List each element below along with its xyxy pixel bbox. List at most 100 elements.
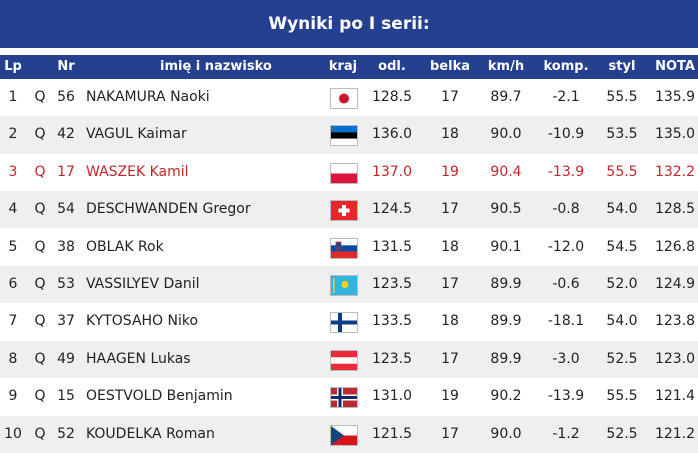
table-cell: -18.1	[547, 313, 585, 330]
table-cell: 137.0	[371, 163, 413, 180]
table-cell: 121.5	[371, 425, 413, 442]
table-cell: 123.0	[654, 350, 696, 367]
table-cell: 121.4	[654, 388, 696, 405]
table-cell: -12.0	[547, 238, 585, 255]
table-cell: Q	[34, 276, 46, 292]
table-cell: 2	[8, 126, 18, 143]
header-cell: komp.	[543, 59, 589, 74]
flag-icon	[331, 126, 357, 146]
athlete-name: NAKAMURA Naoki	[86, 89, 210, 105]
athlete-name: VASSILYEV Danil	[86, 276, 200, 292]
header-cell: odl.	[378, 59, 406, 74]
table-cell: 90.5	[490, 201, 522, 218]
flag-icon	[331, 313, 357, 333]
table-cell: 7	[8, 313, 18, 330]
athlete-name: DESCHWANDEN Gregor	[86, 201, 251, 218]
athlete-name: KYTOSAHO Niko	[86, 313, 199, 330]
table-cell: 53	[57, 276, 75, 292]
country-flag	[330, 125, 358, 147]
table-cell: 53.5	[606, 126, 638, 143]
table-cell: Q	[34, 238, 46, 255]
table-cell: 19	[441, 388, 459, 405]
flag-icon	[331, 276, 357, 295]
table-row: 10 Q 52 KOUDELKA Roman 121.5 17 90.0 -1.2 52.5 12…	[0, 415, 698, 453]
table-row: 1 Q 56 NAKAMURA Naoki 128.5 17 89.7 -2.1 55.5 135…	[0, 79, 698, 117]
table-row: 3 Q 17 WASZEK Kamil 137.0 19 90.4 -13.9 55.5 132.…	[0, 153, 698, 192]
table-cell: 131.5	[371, 238, 413, 255]
table-cell: 89.9	[490, 276, 522, 292]
table-cell: 1	[8, 89, 18, 105]
table-cell: 10	[4, 425, 22, 442]
table-cell: 124.5	[371, 201, 413, 218]
table-cell: 90.0	[490, 126, 522, 143]
table-cell: -10.9	[547, 126, 585, 143]
country-flag	[330, 88, 358, 109]
table-cell: 42	[57, 126, 75, 143]
table-cell: Q	[34, 388, 46, 405]
table-cell: 17	[57, 163, 75, 180]
table-cell: 17	[441, 89, 459, 105]
table-cell: 18	[441, 313, 459, 330]
table-row: 5 Q 38 OBLAK Rok 131.5 18 90.1 -12.0 54.5 126.8	[0, 228, 698, 266]
table-row: 8 Q 49 HAAGEN Lukas 123.5 17 89.9 -3.0 52.5 123.0	[0, 340, 698, 379]
header-cell: imię i nazwisko	[160, 59, 272, 74]
table-cell: 90.0	[490, 425, 522, 442]
athlete-name: HAAGEN Lukas	[86, 350, 191, 367]
table-row: 7 Q 37 KYTOSAHO Niko 133.5 18 89.9 -18.1 54.0 123…	[0, 303, 698, 341]
table-cell: -13.9	[547, 163, 585, 180]
table-cell: 19	[441, 163, 459, 180]
table-cell: 6	[8, 276, 18, 292]
table-cell: 4	[8, 201, 18, 218]
table-cell: 18	[441, 238, 459, 255]
table-row: 6 Q 53 VASSILYEV Danil 123.5 17 89.9 -0.6 52.0 12…	[0, 266, 698, 304]
table-cell: 123.8	[654, 313, 696, 330]
table-cell: 123.5	[371, 350, 413, 367]
table-cell: 55.5	[606, 388, 638, 405]
table-cell: -13.9	[547, 388, 585, 405]
athlete-name: OBLAK Rok	[86, 238, 164, 255]
table-cell: 52	[57, 425, 75, 442]
table-cell: -1.2	[552, 425, 580, 442]
country-flag	[330, 312, 358, 334]
table-cell: 89.7	[490, 89, 522, 105]
flag-icon	[331, 238, 357, 258]
country-flag	[330, 349, 358, 371]
header-cell: kraj	[328, 59, 358, 74]
table-cell: 38	[57, 238, 75, 255]
table-cell: 5	[8, 238, 18, 255]
table-cell: -0.6	[552, 276, 580, 292]
table-cell: 54.5	[606, 238, 638, 255]
table-cell: 9	[8, 388, 18, 405]
table-cell: 135.0	[654, 126, 696, 143]
table-cell: 17	[441, 276, 459, 292]
table-cell: 52.5	[606, 350, 638, 367]
country-flag	[330, 387, 358, 409]
flag-icon	[331, 425, 357, 445]
header-cell: NOTA	[655, 59, 695, 74]
table-cell: 52.0	[606, 276, 638, 292]
table-cell: 54.0	[606, 313, 638, 330]
table-cell: 54	[57, 201, 75, 218]
table-cell: Q	[34, 425, 46, 442]
table-cell: 128.5	[654, 201, 696, 218]
country-flag	[330, 424, 358, 446]
table-cell: 55.5	[606, 89, 638, 105]
table-cell: -0.8	[552, 201, 580, 218]
table-row: 4 Q 54 DESCHWANDEN Gregor 124.5 17 90.5 -0.8 54.…	[0, 191, 698, 229]
country-flag	[330, 200, 358, 222]
table-cell: -3.0	[552, 350, 580, 367]
table-cell: 131.0	[371, 388, 413, 405]
table-row: 2 Q 42 VAGUL Kaimar 136.0 18 90.0 -10.9 53.5 135.…	[0, 116, 698, 154]
table-cell: -2.1	[552, 89, 580, 105]
table-row: 9 Q 15 OESTVOLD Benjamin 131.0 19 90.2 -13.9 55.…	[0, 378, 698, 416]
table-cell: 37	[57, 313, 75, 330]
table-cell: 136.0	[371, 126, 413, 143]
header-cell: Lp	[4, 59, 22, 74]
flag-icon	[331, 388, 357, 408]
table-cell: 128.5	[371, 89, 413, 105]
table-cell: 17	[441, 425, 459, 442]
table-cell: Q	[34, 89, 46, 105]
country-flag	[330, 237, 358, 259]
table-cell: 133.5	[371, 313, 413, 330]
